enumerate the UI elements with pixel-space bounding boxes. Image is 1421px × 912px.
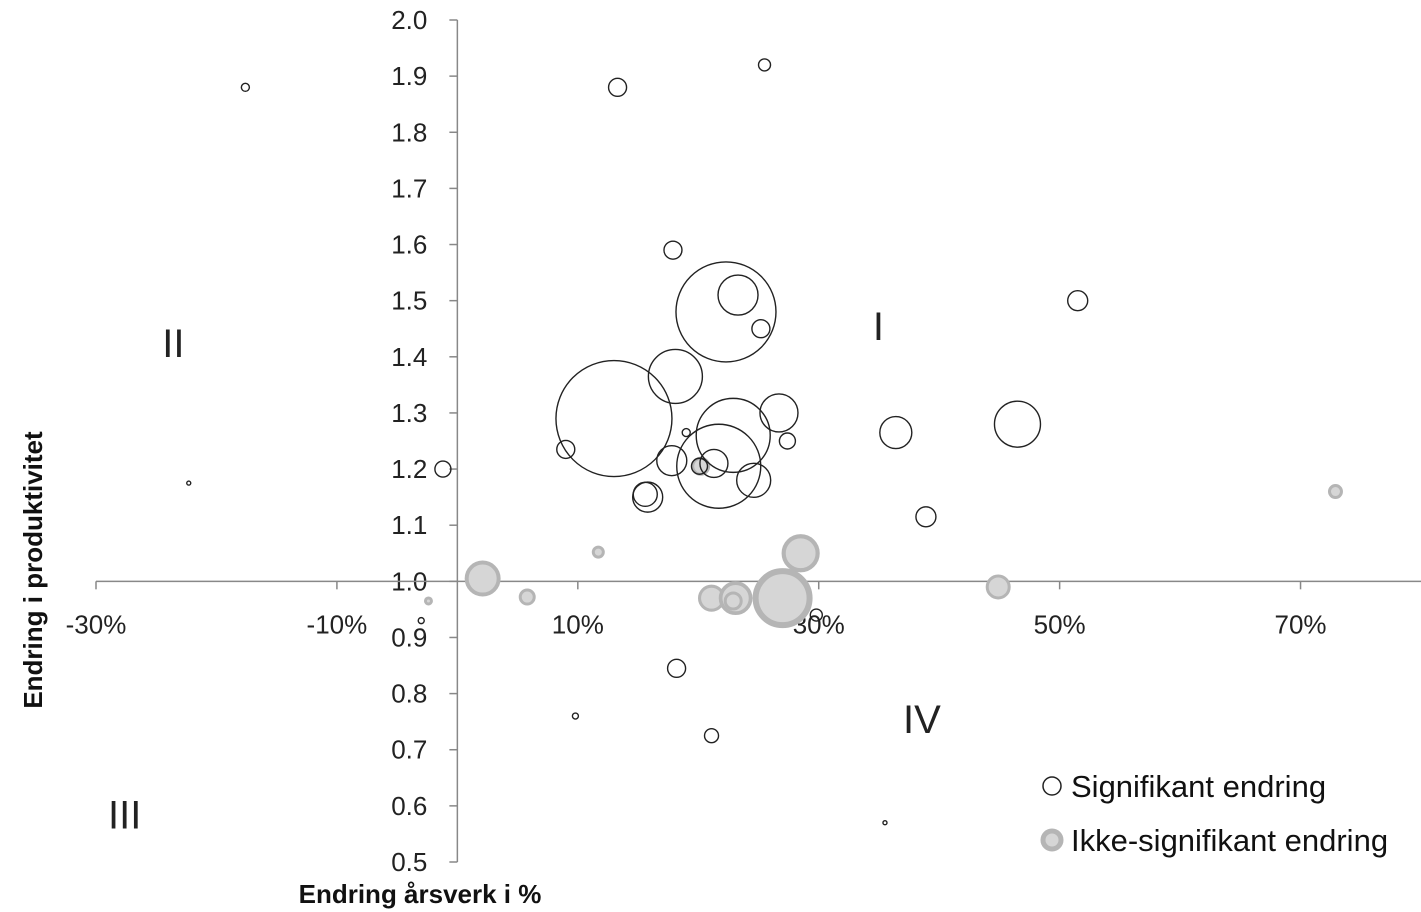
y-tick-label: 0.8 (391, 679, 427, 709)
bubble-significant (555, 359, 673, 478)
bubble-nonsignificant (591, 545, 605, 559)
x-axis-title: Endring årsverk i % (299, 879, 542, 909)
bubble-significant (631, 481, 664, 513)
legend-label-significant: Signifikant endring (1071, 769, 1326, 804)
bubble-significant (879, 415, 913, 450)
y-tick-label: 0.6 (391, 791, 427, 821)
bubble-significant (434, 460, 452, 478)
y-tick-label: 1.8 (391, 117, 427, 147)
legend-label-nonsignificant: Ikke-signifikant endring (1071, 823, 1388, 858)
bubble-significant (556, 439, 576, 460)
x-tick-label: -10% (307, 609, 368, 639)
y-tick-label: 1.2 (391, 454, 427, 484)
bubble-significant (676, 423, 762, 509)
y-tick-label: 1.9 (391, 61, 427, 91)
bubble-significant (656, 444, 688, 477)
bubble-significant (417, 616, 425, 625)
legend-marker-significant (1042, 776, 1062, 796)
bubble-significant (695, 397, 771, 474)
quadrant-label: I (873, 305, 884, 349)
bubble-nonsignificant (464, 560, 501, 597)
x-tick-label: 50% (1034, 609, 1086, 639)
x-axis: -30% -10% 10% 30% 50% 70% (66, 580, 1421, 639)
bubble-significant (915, 506, 937, 528)
y-tick-label: 0.7 (391, 735, 427, 765)
y-axis: 2.01.91.81.71.61.51.41.31.21.11.00.90.80… (391, 5, 459, 877)
bubble-significant (757, 58, 772, 72)
bubble-significant (717, 274, 759, 316)
bubble-significant (690, 457, 709, 475)
bubble-significant (240, 82, 251, 93)
x-tick-label: -30% (66, 609, 127, 639)
y-tick-label: 1.4 (391, 342, 427, 372)
bubble-nonsignificant (518, 588, 536, 606)
bubble-nonsignificant (752, 568, 813, 629)
bubble-significant (666, 658, 687, 679)
bubble-nonsignificant (985, 574, 1011, 600)
bubbles (186, 58, 1343, 826)
bubble-significant (681, 427, 691, 438)
y-axis-title: Endring i produktivitet (18, 431, 48, 709)
bubble-significant (778, 432, 797, 450)
y-tick-label: 0.9 (391, 622, 427, 652)
legend: Signifikant endring Ikke-signifikant end… (1040, 769, 1388, 858)
bubble-significant (647, 348, 704, 405)
quadrant-label: II (162, 322, 184, 366)
bubble-nonsignificant (1327, 484, 1343, 500)
bubble-significant (1067, 289, 1089, 312)
y-tick-label: 1.1 (391, 510, 427, 540)
bubble-nonsignificant (723, 591, 743, 611)
y-tick-label: 1.5 (391, 286, 427, 316)
bubble-significant (607, 77, 628, 98)
quadrant-label: III (108, 793, 141, 837)
bubble-significant (571, 712, 580, 720)
bubble-significant (759, 393, 799, 433)
bubble-significant (882, 820, 888, 826)
bubble-significant (751, 319, 771, 339)
bubble-nonsignificant (781, 534, 820, 573)
y-tick-label: 1.3 (391, 398, 427, 428)
bubble-significant (703, 728, 720, 744)
bubble-nonsignificant (423, 596, 433, 606)
y-tick-label: 0.5 (391, 847, 427, 877)
x-tick-label: 70% (1275, 609, 1327, 639)
x-tick-label: 10% (552, 609, 604, 639)
bubble-significant (699, 448, 729, 479)
bubble-significant (809, 608, 824, 622)
y-tick-label: 1.6 (391, 230, 427, 260)
bubble-significant (993, 400, 1042, 448)
legend-marker-nonsignificant (1040, 828, 1064, 852)
bubble-significant (186, 480, 192, 486)
bubble-significant (675, 261, 777, 363)
bubble-significant (735, 462, 772, 498)
quadrant-label: IV (903, 698, 941, 742)
y-tick-label: 2.0 (391, 5, 427, 35)
y-tick-label: 1.7 (391, 173, 427, 203)
bubble-significant (663, 240, 683, 260)
